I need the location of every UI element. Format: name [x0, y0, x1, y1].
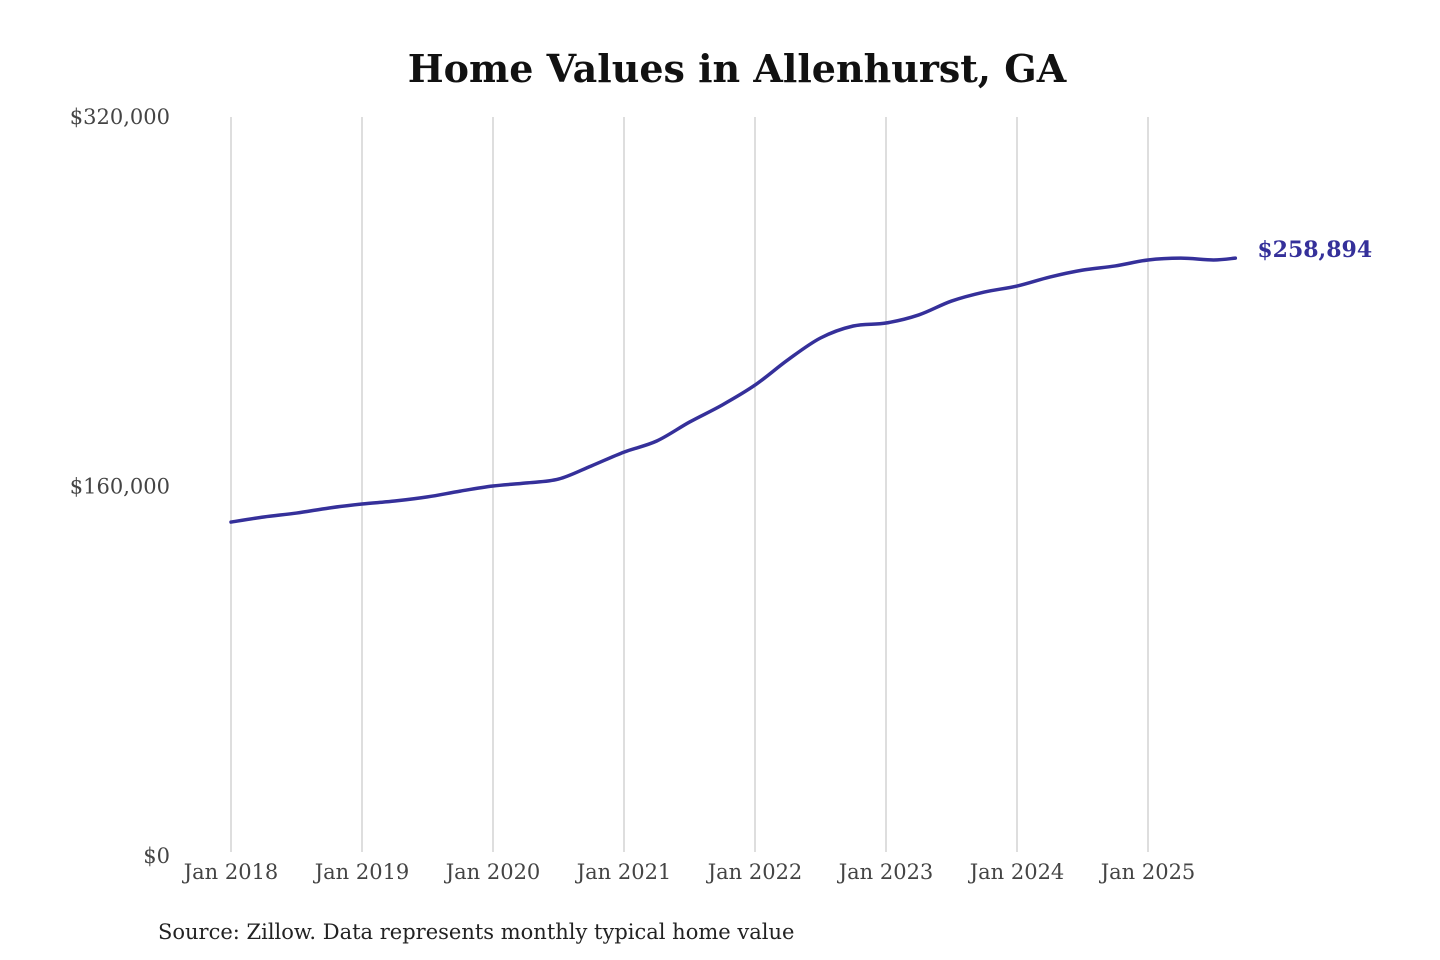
- x-tick-label: Jan 2023: [837, 860, 934, 884]
- y-axis: $0 $160,000 $320,000: [70, 105, 170, 868]
- x-tick-label: Jan 2025: [1099, 860, 1196, 884]
- x-tick-label: Jan 2021: [575, 860, 672, 884]
- series-line: [229, 256, 1238, 524]
- x-tick-label: Jan 2022: [706, 860, 803, 884]
- y-tick-label: $0: [143, 844, 170, 868]
- chart-title: Home Values in Allenhurst, GA: [408, 46, 1067, 91]
- x-tick-label: Jan 2019: [313, 860, 410, 884]
- x-axis: Jan 2018 Jan 2019 Jan 2020 Jan 2021 Jan 2022…: [182, 860, 1196, 884]
- y-tick-label: $160,000: [70, 475, 170, 499]
- end-value-label: $258,894: [1257, 237, 1372, 263]
- gridlines: [230, 117, 1149, 852]
- x-tick-label: Jan 2024: [968, 860, 1065, 884]
- x-tick-label: Jan 2018: [182, 860, 279, 884]
- source-note: Source: Zillow. Data represents monthly …: [158, 920, 794, 944]
- x-tick-label: Jan 2020: [444, 860, 541, 884]
- y-tick-label: $320,000: [70, 105, 170, 129]
